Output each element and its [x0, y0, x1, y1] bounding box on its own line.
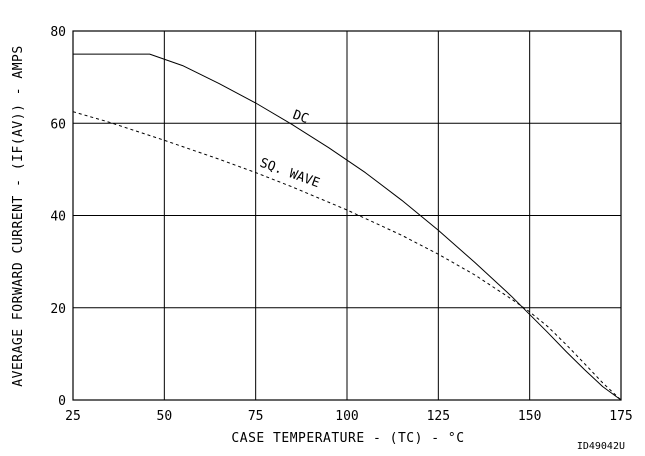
x-tick-label: 50 [157, 409, 173, 424]
series-layer [72, 53, 622, 401]
y-axis-label: AVERAGE FORWARD CURRENT - (IF(AV)) - AMP… [11, 45, 26, 386]
y-tick-label: 40 [50, 210, 66, 225]
y-tick-label: 60 [50, 117, 66, 132]
x-tick-label: 25 [65, 409, 81, 424]
figure-id-footnote: ID49042U [577, 441, 625, 452]
y-tick-label: 20 [50, 302, 66, 317]
y-tick-labels: 0 20 40 60 80 [50, 25, 66, 409]
x-tick-label: 150 [518, 409, 541, 424]
x-tick-label: 75 [248, 409, 264, 424]
x-tick-label: 175 [609, 409, 632, 424]
x-axis-label: CASE TEMPERATURE - (TC) - °C [231, 431, 464, 446]
plot-frame [72, 30, 622, 401]
sq-wave-curve [72, 111, 622, 401]
y-tick-label: 0 [58, 394, 66, 409]
grid [72, 30, 622, 401]
x-tick-label: 100 [335, 409, 358, 424]
dc-curve [73, 53, 622, 401]
y-tick-label: 80 [50, 25, 66, 40]
x-tick-label: 125 [427, 409, 450, 424]
dc-curve-label: DC [291, 108, 311, 127]
x-tick-labels: 25 50 75 100 125 150 175 [65, 409, 633, 424]
